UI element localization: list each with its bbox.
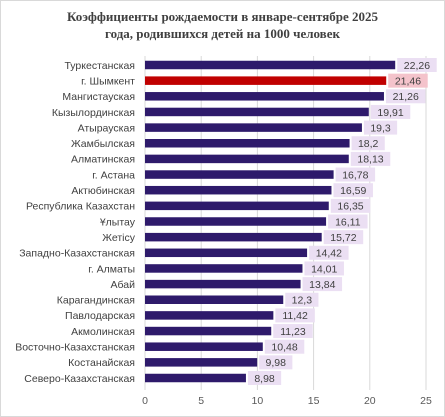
category-label: Акмолинская: [71, 326, 135, 338]
bar: [145, 342, 263, 351]
bar: [145, 311, 274, 320]
category-label: Ұлытау: [100, 216, 136, 228]
data-label: 15,72: [330, 232, 356, 244]
category-label: Костанайская: [68, 357, 135, 369]
bar: [145, 358, 258, 367]
chart-title-line-2: года, родившихся детей на 1000 человек: [105, 26, 340, 41]
data-label: 19,3: [370, 122, 391, 134]
data-label-bg: [309, 245, 349, 260]
x-tick-label: 5: [198, 395, 204, 407]
data-label: 16,59: [340, 185, 366, 197]
data-label-bg: [335, 167, 376, 182]
x-tick-label: 0: [142, 395, 148, 407]
bar: [145, 185, 332, 195]
category-label: Республика Казахстан: [26, 201, 135, 213]
bar: [145, 170, 334, 179]
bar: [145, 248, 308, 258]
bar: [145, 123, 362, 132]
data-label-bg: [259, 355, 293, 370]
data-label-bg: [323, 230, 364, 245]
data-label-bg: [363, 120, 398, 135]
category-label: Жетісу: [102, 232, 135, 244]
data-label-bg: [328, 214, 368, 229]
category-label: Туркестанская: [64, 60, 135, 72]
category-labels: Туркестанская г. Шымкент Мангистауская Кызы…: [15, 60, 136, 385]
data-label: 16,35: [337, 201, 363, 213]
data-label: 21,26: [393, 91, 419, 103]
chart-title-line-1: Коэффициенты рождаемости в январе-сентяб…: [66, 9, 379, 24]
data-label-bg: [330, 198, 371, 213]
data-label-bg: [351, 136, 385, 151]
data-label: 18,2: [358, 138, 379, 150]
bar: [145, 373, 246, 383]
x-tick-label: 10: [252, 395, 264, 407]
data-label: 14,42: [316, 248, 342, 260]
data-label-bg: [388, 73, 428, 88]
data-label-bg: [370, 104, 411, 119]
category-label: Мангистауская: [62, 91, 135, 103]
data-label-bg: [304, 261, 344, 276]
data-label: 8,98: [254, 373, 275, 385]
category-label: Восточно-Казахстанская: [15, 342, 135, 354]
data-label: 11,42: [282, 310, 308, 322]
bar: [145, 60, 396, 70]
data-label: 16,11: [335, 216, 361, 228]
data-label-bg: [247, 371, 282, 385]
category-label: г. Шымкент: [81, 75, 135, 87]
data-label: 19,91: [377, 107, 403, 119]
bar: [145, 92, 384, 101]
bar: [145, 326, 272, 336]
data-labels: 22,26 21,46 21,26 19,91 19,3 18,2 18,13 16,78 16…: [247, 58, 437, 385]
bar: [145, 232, 322, 242]
data-label-bg: [333, 183, 373, 198]
category-label: Западно-Казахстанская: [19, 248, 135, 260]
data-label: 11,23: [280, 326, 306, 338]
bar: [145, 107, 369, 117]
category-label: Абай: [111, 279, 136, 291]
data-label-bg: [264, 339, 305, 354]
category-label: Атырауская: [78, 122, 135, 134]
category-label: Павлодарская: [65, 310, 135, 322]
data-label: 13,84: [309, 279, 335, 291]
category-label: Кызылординская: [52, 107, 135, 119]
data-label-bg: [350, 151, 391, 166]
x-tick-label: 15: [308, 395, 320, 407]
chart-title: Коэффициенты рождаемости в январе-сентяб…: [0, 8, 445, 42]
category-label: Алматинская: [71, 154, 135, 166]
data-label-bg: [275, 308, 315, 323]
bar: [145, 154, 349, 164]
bar: [145, 217, 327, 226]
data-label-bg: [302, 277, 343, 292]
bar: [145, 295, 284, 304]
data-label: 16,78: [342, 169, 368, 181]
category-label: Северо-Казахстанская: [24, 373, 135, 385]
category-label: Жамбылская: [71, 138, 135, 150]
bar: [145, 201, 329, 211]
data-label-bg: [273, 324, 313, 339]
data-label: 22,26: [404, 60, 430, 72]
data-label-bg: [285, 292, 319, 307]
data-label-bg: [397, 58, 437, 72]
category-label: Карагандинская: [57, 295, 135, 307]
data-label: 9,98: [266, 357, 287, 369]
bar: [145, 76, 387, 85]
x-tick-labels: 0 5 10 15 20 25: [142, 395, 432, 407]
data-label: 14,01: [311, 263, 337, 275]
data-label: 21,46: [395, 75, 421, 87]
category-label: Актюбинская: [71, 185, 135, 197]
category-label: г. Астана: [92, 169, 135, 181]
category-label: г. Алматы: [88, 263, 135, 275]
data-label-bg: [385, 89, 426, 104]
data-label: 10,48: [271, 342, 297, 354]
bars: [145, 60, 396, 383]
x-tick-label: 25: [420, 395, 432, 407]
bar: [145, 279, 301, 289]
data-label: 18,13: [357, 154, 383, 166]
bar: [145, 139, 350, 148]
bar: [145, 264, 303, 273]
x-tick-label: 20: [364, 395, 376, 407]
data-label: 12,3: [292, 295, 313, 307]
